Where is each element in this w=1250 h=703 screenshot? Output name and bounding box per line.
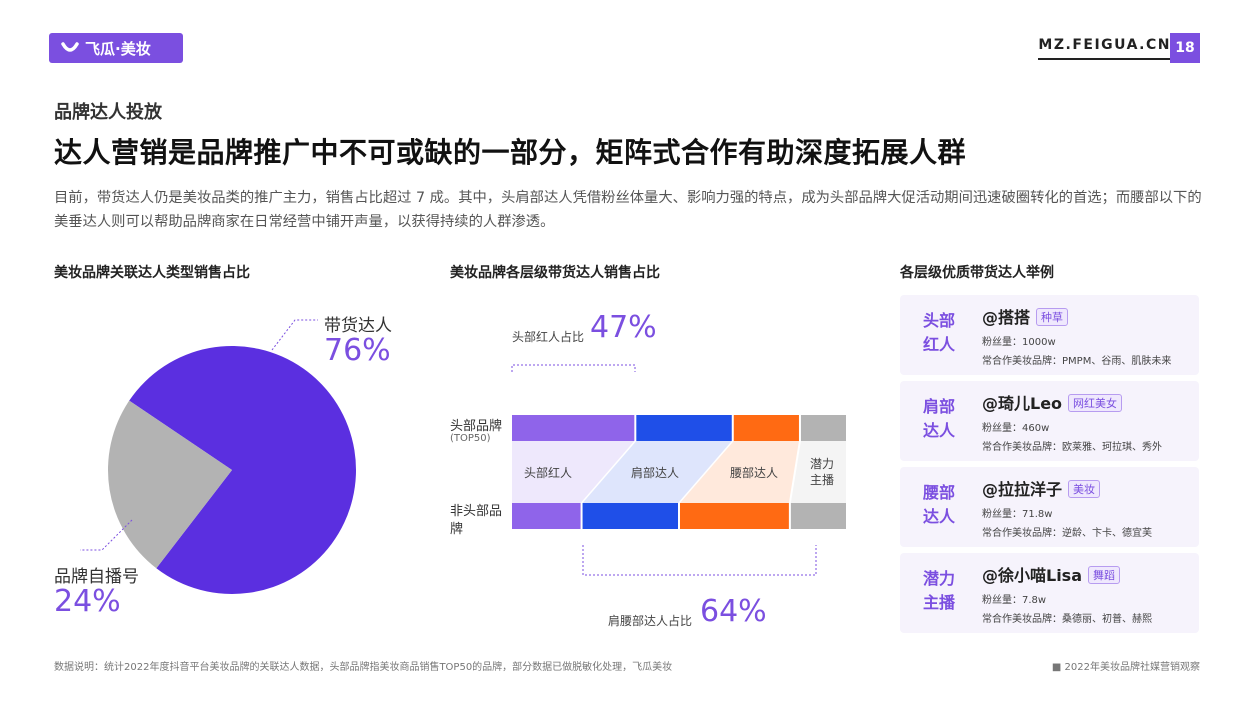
bar-肩部达人 — [636, 415, 732, 441]
kol-tag: 美妆 — [1068, 480, 1101, 498]
stacked-bar-chart — [511, 364, 846, 576]
pie-slice-带货达人 — [129, 346, 356, 594]
kol-fans: 粉丝量：460w — [982, 423, 1050, 434]
tier-label: 肩部 达人 — [922, 397, 955, 440]
page-number: 18 — [1170, 33, 1200, 63]
kol-name: @搭搭 种草 — [982, 304, 1069, 328]
row2-label: 非头部品牌 — [450, 504, 503, 537]
top-note-value: 47% — [590, 310, 657, 345]
bar-腰部达人 — [733, 415, 799, 441]
kol-card-waist[interactable]: 腰部 达人 @拉拉洋子 美妆 粉丝量：71.8w 常合作美妆品牌：逆龄、卞卡、德宜芙 — [900, 467, 1199, 547]
description: 目前，带货达人仍是美妆品类的推广主力，销售占比超过 7 成。其中，头肩部达人凭借… — [54, 190, 1202, 230]
kol-name: @琦儿Leo 网红美女 — [982, 390, 1123, 414]
examples-title: 各层级优质带货达人举例 — [900, 265, 1054, 281]
top-bracket — [511, 364, 636, 372]
pie-label-top: 带货达人 — [324, 316, 392, 336]
footer-source: ■ 2022年美妆品牌社媒营销观察 — [1051, 662, 1200, 673]
bottom-note-label: 肩腰部达人占比 — [608, 614, 693, 628]
top-note-label: 头部红人占比 — [512, 330, 585, 344]
band-肩部达人 — [582, 441, 732, 503]
pie-slice-品牌自播号 — [107, 400, 232, 569]
kol-brands: 常合作美妆品牌：PMPM、谷雨、肌肤未来 — [982, 356, 1172, 367]
kol-tag: 舞蹈 — [1088, 566, 1121, 584]
bottom-note-value: 64% — [700, 594, 767, 629]
bar-chart-title: 美妆品牌各层级带货达人销售占比 — [450, 265, 660, 281]
pie-pct-top: 76% — [324, 333, 391, 368]
bar-头部红人 — [512, 503, 581, 529]
logo-text: 飞瓜·美妆 — [85, 39, 151, 58]
kol-card-potential[interactable]: 潜力 主播 @徐小喵Lisa 舞蹈 粉丝量：7.8w 常合作美妆品牌：桑德丽、初普、… — [900, 553, 1199, 633]
kol-name: @徐小喵Lisa 舞蹈 — [982, 562, 1121, 586]
kol-brands: 常合作美妆品牌：逆龄、卞卡、德宜芙 — [982, 528, 1152, 539]
band-头部红人 — [512, 441, 635, 503]
row1-sublabel: (TOP50) — [450, 433, 491, 444]
section-title: 品牌达人投放 — [54, 102, 162, 123]
kol-brands: 常合作美妆品牌：桑德丽、初普、赫熙 — [982, 614, 1152, 625]
bar-潜力主播 — [800, 415, 846, 441]
kol-fans: 粉丝量：7.8w — [982, 595, 1047, 606]
site-url[interactable]: MZ.FEIGUA.CN — [1038, 37, 1171, 60]
row1-label: 头部品牌 — [450, 419, 503, 434]
pie-chart-title: 美妆品牌关联达人类型销售占比 — [54, 265, 250, 281]
kol-tag: 网红美女 — [1068, 394, 1123, 412]
bar-头部红人 — [512, 415, 635, 441]
kol-name: @拉拉洋子 美妆 — [982, 476, 1101, 500]
brand-logo: 飞瓜·美妆 — [49, 33, 183, 63]
bar-潜力主播 — [790, 503, 846, 529]
kol-tag: 种草 — [1036, 308, 1069, 326]
kol-fans: 粉丝量：71.8w — [982, 509, 1053, 520]
tier-label: 腰部 达人 — [922, 483, 955, 526]
segment-label-head: 头部红人 — [524, 466, 573, 480]
band-腰部达人 — [680, 441, 799, 503]
kol-brands: 常合作美妆品牌：欧莱雅、珂拉琪、秀外 — [982, 442, 1162, 453]
leader-line-bottom — [80, 519, 133, 551]
kol-card-head[interactable]: 头部 红人 @搭搭 种草 粉丝量：1000w 常合作美妆品牌：PMPM、谷雨、肌肤未… — [900, 295, 1199, 375]
tier-label: 潜力 主播 — [922, 569, 955, 612]
pie-label-bottom: 品牌自播号 — [54, 567, 139, 587]
footer-note: 数据说明：统计2022年度抖音平台美妆品牌的关联达人数据，头部品牌指美妆商品销售… — [54, 662, 673, 673]
kol-card-shoulder[interactable]: 肩部 达人 @琦儿Leo 网红美女 粉丝量：460w 常合作美妆品牌：欧莱雅、珂拉琪… — [900, 381, 1199, 461]
tier-label: 头部 红人 — [922, 311, 955, 354]
pie-chart — [80, 319, 356, 594]
bar-肩部达人 — [582, 503, 678, 529]
band-潜力主播 — [790, 441, 846, 503]
page-headline: 达人营销是品牌推广中不可或缺的一部分，矩阵式合作有助深度拓展人群 — [54, 136, 967, 169]
bar-腰部达人 — [680, 503, 789, 529]
logo-icon — [61, 42, 79, 52]
bottom-bracket — [582, 545, 817, 576]
segment-label-waist: 腰部达人 — [730, 466, 779, 480]
segment-label-potential: 潜力主播 — [810, 457, 835, 487]
kol-fans: 粉丝量：1000w — [982, 337, 1056, 348]
segment-label-shoulder: 肩部达人 — [631, 466, 680, 480]
leader-line-top — [271, 319, 318, 351]
pie-pct-bottom: 24% — [54, 584, 121, 619]
